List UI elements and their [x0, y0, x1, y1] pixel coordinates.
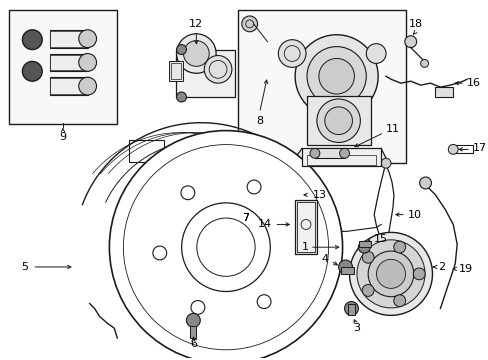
- Text: 11: 11: [385, 123, 399, 134]
- Bar: [50, 54, 85, 70]
- Circle shape: [278, 40, 305, 67]
- Text: 8: 8: [256, 116, 263, 126]
- Circle shape: [197, 218, 255, 276]
- Bar: [175, 50, 234, 97]
- Bar: [297, 202, 314, 252]
- Text: 3: 3: [352, 323, 359, 333]
- Bar: [190, 326, 196, 338]
- Text: 4: 4: [321, 254, 328, 264]
- Text: 6: 6: [189, 339, 197, 349]
- Circle shape: [257, 295, 270, 309]
- Bar: [435, 87, 452, 97]
- Bar: [302, 148, 380, 166]
- Bar: [9, 10, 117, 124]
- Circle shape: [358, 241, 369, 253]
- Bar: [50, 54, 87, 71]
- Circle shape: [412, 268, 424, 280]
- Bar: [237, 10, 405, 163]
- Text: 17: 17: [472, 143, 486, 153]
- Bar: [306, 96, 370, 145]
- Circle shape: [246, 180, 261, 194]
- Bar: [359, 241, 370, 247]
- Circle shape: [22, 62, 42, 81]
- Circle shape: [420, 59, 427, 67]
- Text: 1: 1: [302, 242, 308, 252]
- Bar: [170, 63, 180, 79]
- Circle shape: [316, 99, 360, 143]
- Bar: [314, 148, 344, 158]
- Circle shape: [241, 16, 257, 32]
- Circle shape: [22, 30, 42, 50]
- Text: 7: 7: [242, 212, 249, 222]
- Circle shape: [393, 295, 405, 307]
- Text: 5: 5: [21, 262, 28, 272]
- Bar: [295, 200, 316, 254]
- Circle shape: [344, 302, 358, 315]
- Bar: [129, 140, 163, 162]
- Bar: [306, 155, 375, 165]
- Text: 7: 7: [242, 212, 249, 222]
- Circle shape: [309, 148, 319, 158]
- Bar: [50, 30, 87, 48]
- Bar: [50, 77, 87, 95]
- Bar: [454, 145, 472, 153]
- Circle shape: [376, 259, 405, 288]
- Circle shape: [183, 41, 209, 66]
- Text: 2: 2: [438, 262, 445, 272]
- Circle shape: [123, 145, 328, 350]
- Circle shape: [324, 107, 352, 135]
- Circle shape: [306, 46, 366, 106]
- Circle shape: [109, 131, 342, 360]
- Circle shape: [182, 203, 270, 292]
- Circle shape: [204, 55, 231, 83]
- Circle shape: [339, 148, 349, 158]
- Circle shape: [176, 45, 186, 54]
- Circle shape: [366, 44, 385, 63]
- Circle shape: [181, 186, 194, 200]
- Circle shape: [186, 314, 200, 327]
- Circle shape: [79, 30, 96, 48]
- Circle shape: [393, 241, 405, 253]
- Circle shape: [176, 34, 216, 73]
- Circle shape: [419, 177, 430, 189]
- Text: 16: 16: [466, 78, 480, 88]
- Bar: [347, 303, 355, 315]
- Text: 15: 15: [373, 234, 387, 244]
- Text: 13: 13: [312, 190, 326, 200]
- Circle shape: [447, 144, 457, 154]
- Text: 12: 12: [189, 19, 203, 29]
- Circle shape: [191, 301, 204, 314]
- Bar: [340, 267, 354, 274]
- Circle shape: [295, 35, 377, 118]
- Circle shape: [356, 240, 424, 308]
- Circle shape: [362, 251, 373, 263]
- Circle shape: [176, 92, 186, 102]
- Text: 14: 14: [258, 220, 272, 229]
- Circle shape: [255, 173, 299, 217]
- Circle shape: [362, 284, 373, 296]
- Circle shape: [404, 36, 416, 48]
- Bar: [50, 31, 85, 46]
- Circle shape: [349, 232, 431, 315]
- Circle shape: [338, 260, 352, 274]
- Bar: [50, 78, 85, 94]
- Circle shape: [79, 77, 96, 95]
- Bar: [168, 62, 183, 81]
- Text: 9: 9: [59, 131, 66, 141]
- Circle shape: [380, 158, 390, 168]
- Text: 19: 19: [458, 264, 472, 274]
- Circle shape: [79, 54, 96, 71]
- Circle shape: [367, 251, 413, 297]
- Circle shape: [318, 58, 354, 94]
- Circle shape: [153, 246, 166, 260]
- Text: 10: 10: [407, 210, 421, 220]
- Text: 18: 18: [408, 19, 422, 29]
